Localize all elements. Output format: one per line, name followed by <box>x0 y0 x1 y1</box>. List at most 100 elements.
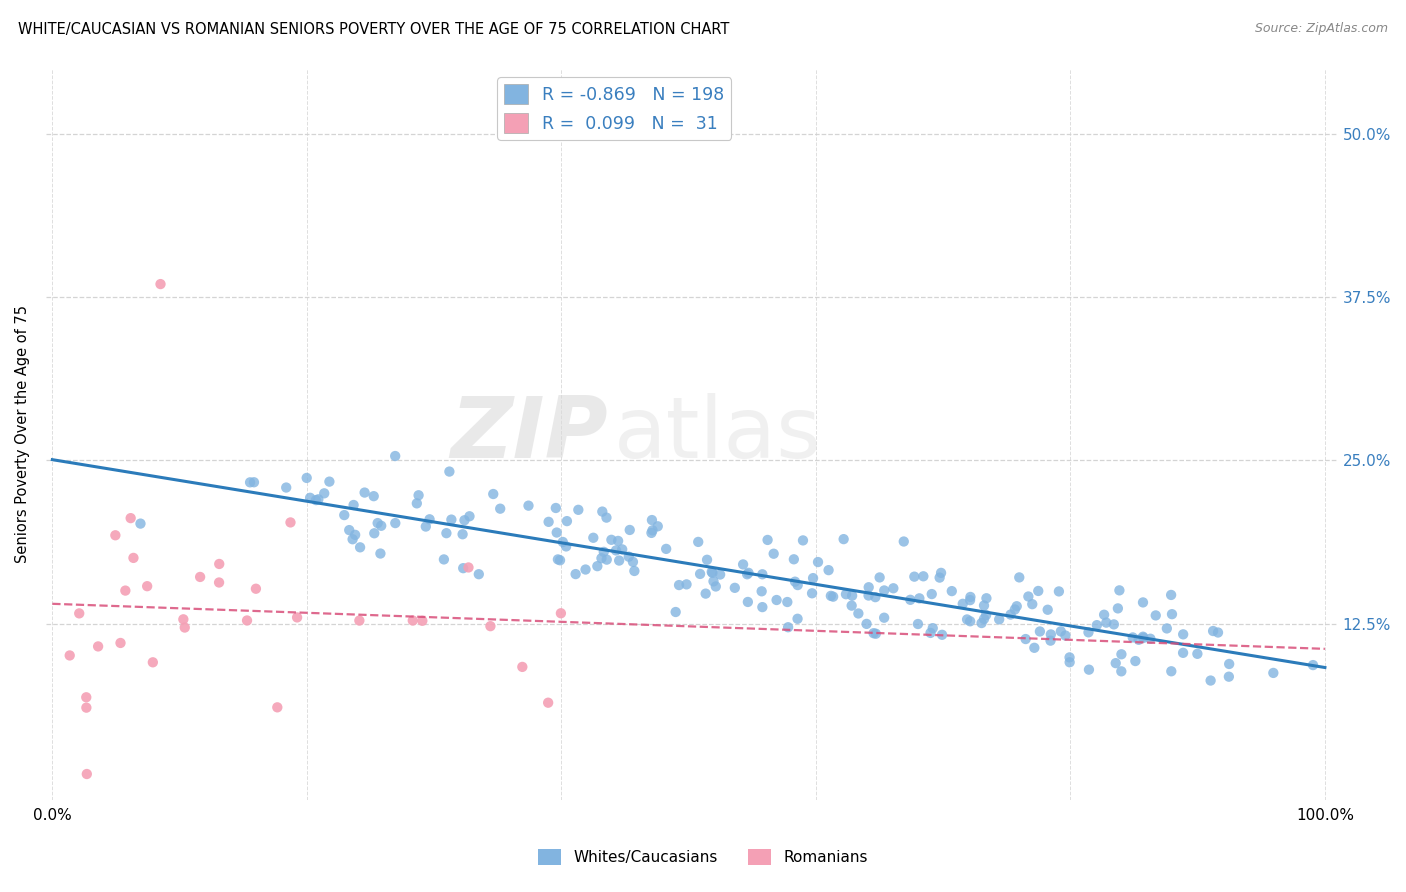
Point <box>453 513 475 527</box>
Point <box>555 514 578 528</box>
Point <box>1302 658 1324 673</box>
Point <box>882 581 904 595</box>
Point <box>1059 655 1081 669</box>
Point <box>1187 647 1209 661</box>
Point <box>1111 665 1133 679</box>
Point <box>855 616 877 631</box>
Point <box>544 500 567 515</box>
Point <box>695 586 717 600</box>
Point <box>865 590 887 604</box>
Point <box>1005 599 1028 614</box>
Point <box>517 499 540 513</box>
Point <box>751 584 773 599</box>
Point <box>363 526 385 541</box>
Point <box>801 571 824 585</box>
Point <box>384 516 406 530</box>
Point <box>295 471 318 485</box>
Point <box>1132 595 1154 609</box>
Point <box>605 543 627 558</box>
Point <box>1049 624 1071 639</box>
Point <box>342 533 364 547</box>
Point <box>841 589 863 603</box>
Point <box>619 523 641 537</box>
Point <box>1218 657 1240 671</box>
Point <box>595 510 617 524</box>
Point <box>59 648 82 663</box>
Point <box>893 534 915 549</box>
Point <box>862 626 884 640</box>
Point <box>807 555 830 569</box>
Point <box>786 612 808 626</box>
Point <box>280 516 302 530</box>
Point <box>832 532 855 546</box>
Point <box>551 535 574 549</box>
Point <box>367 516 389 530</box>
Point <box>582 531 605 545</box>
Point <box>607 553 630 567</box>
Point <box>1122 631 1144 645</box>
Point <box>665 605 688 619</box>
Point <box>436 526 458 541</box>
Point <box>1132 630 1154 644</box>
Point <box>709 567 731 582</box>
Point <box>1107 601 1129 615</box>
Point <box>548 553 571 567</box>
Point <box>457 560 479 574</box>
Point <box>591 551 613 566</box>
Point <box>574 562 596 576</box>
Point <box>647 519 669 533</box>
Point <box>208 575 231 590</box>
Point <box>555 540 578 554</box>
Legend: R = -0.869   N = 198, R =  0.099   N =  31: R = -0.869 N = 198, R = 0.099 N = 31 <box>498 78 731 140</box>
Point <box>737 566 759 580</box>
Point <box>1206 625 1229 640</box>
Text: atlas: atlas <box>614 392 823 475</box>
Point <box>641 524 664 538</box>
Point <box>1059 650 1081 665</box>
Point <box>344 528 367 542</box>
Point <box>873 583 896 598</box>
Point <box>903 569 925 583</box>
Point <box>700 565 723 579</box>
Point <box>415 519 437 533</box>
Point <box>959 593 981 607</box>
Point <box>489 501 512 516</box>
Point <box>479 619 502 633</box>
Point <box>1000 607 1022 622</box>
Point <box>696 553 718 567</box>
Point <box>75 700 97 714</box>
Point <box>384 449 406 463</box>
Point <box>1263 665 1285 680</box>
Point <box>1111 647 1133 661</box>
Point <box>735 567 758 582</box>
Point <box>1173 627 1195 641</box>
Point <box>114 583 136 598</box>
Point <box>591 505 613 519</box>
Point <box>307 492 329 507</box>
Point <box>1004 602 1026 616</box>
Point <box>333 508 356 522</box>
Point <box>314 486 336 500</box>
Point <box>120 511 142 525</box>
Point <box>835 587 858 601</box>
Point <box>704 579 727 593</box>
Point <box>243 475 266 490</box>
Point <box>75 690 97 705</box>
Point <box>1156 622 1178 636</box>
Point <box>567 503 589 517</box>
Point <box>342 498 364 512</box>
Point <box>929 566 952 580</box>
Point <box>765 593 787 607</box>
Point <box>976 591 998 606</box>
Point <box>87 640 110 654</box>
Point <box>792 533 814 548</box>
Point <box>349 614 371 628</box>
Point <box>988 612 1011 626</box>
Text: WHITE/CAUCASIAN VS ROMANIAN SENIORS POVERTY OVER THE AGE OF 75 CORRELATION CHART: WHITE/CAUCASIAN VS ROMANIAN SENIORS POVE… <box>18 22 730 37</box>
Point <box>1085 618 1108 632</box>
Point <box>1171 646 1194 660</box>
Point <box>973 599 995 613</box>
Point <box>786 578 808 592</box>
Point <box>1078 663 1101 677</box>
Point <box>305 493 328 508</box>
